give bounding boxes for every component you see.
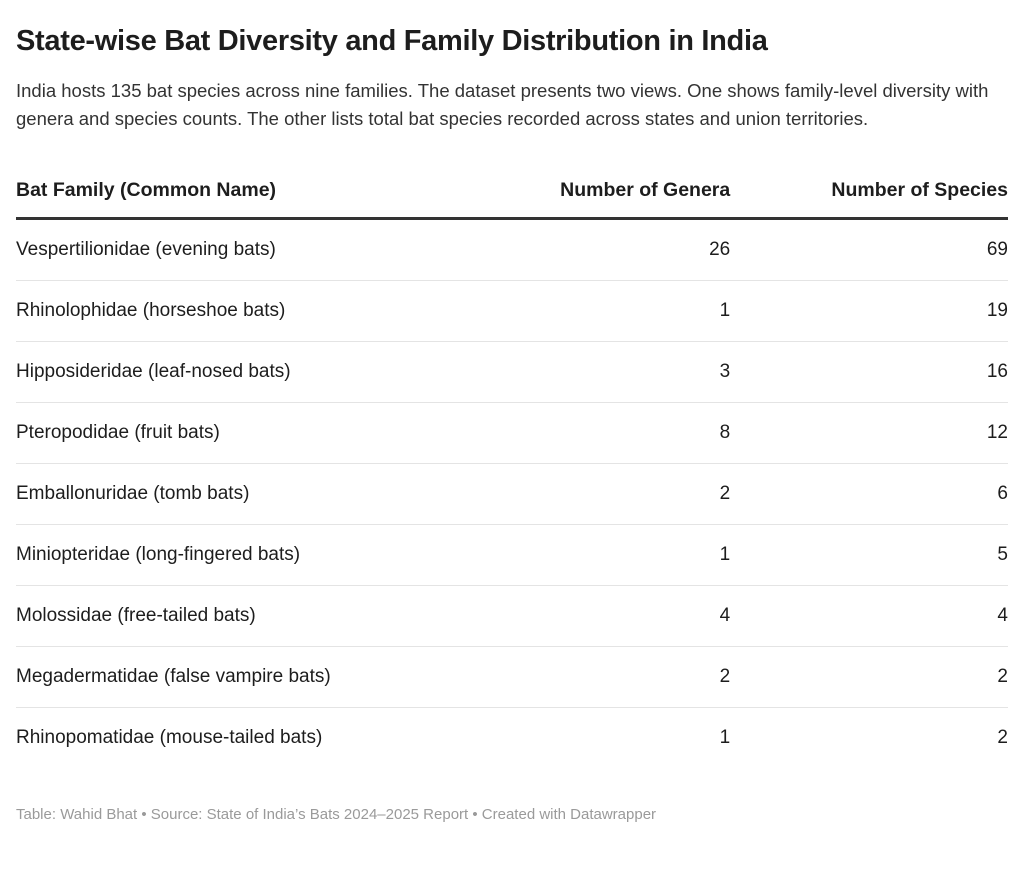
description: India hosts 135 bat species across nine … <box>16 80 989 129</box>
column-header-species: Number of Species <box>730 169 1008 220</box>
table-row: Pteropodidae (fruit bats) 8 12 <box>16 402 1008 464</box>
cell-species: 19 <box>730 280 1008 342</box>
cell-family: Pteropodidae (fruit bats) <box>16 402 512 464</box>
cell-species: 69 <box>986 239 1008 260</box>
table-row: Vespertilionidae (evening bats) 26 69 <box>16 219 1008 281</box>
cell-family: Miniopteridae (long-fingered bats) <box>16 524 512 586</box>
cell-species: 12 <box>730 402 1008 464</box>
column-header-family: Bat Family (Common Name) <box>16 169 512 220</box>
table-header: Bat Family (Common Name) Number of Gener… <box>16 169 1008 220</box>
cell-genera: 2 <box>512 646 731 708</box>
cell-genera: 8 <box>512 402 731 464</box>
cell-family: Emballonuridae (tomb bats) <box>16 463 512 525</box>
table-header-row: Bat Family (Common Name) Number of Gener… <box>16 169 1008 220</box>
cell-species: 16 <box>730 341 1008 403</box>
table-row: Hipposideridae (leaf-nosed bats) 3 16 <box>16 341 1008 403</box>
cell-family: Molossidae (free-tailed bats) <box>16 585 512 647</box>
cell-species: 6 <box>730 463 1008 525</box>
column-header-genera: Number of Genera <box>512 169 731 220</box>
table-row: Megadermatidae (false vampire bats) 2 2 <box>16 646 1008 708</box>
table-body: Vespertilionidae (evening bats) 26 69 Rh… <box>16 219 1008 768</box>
cell-species: 2 <box>730 707 1008 768</box>
table-row: Emballonuridae (tomb bats) 2 6 <box>16 463 1008 525</box>
cell-genera: 26 <box>709 239 731 260</box>
table-row: Rhinopomatidae (mouse-tailed bats) 1 2 <box>16 707 1008 768</box>
cell-species: 5 <box>730 524 1008 586</box>
cell-family: Megadermatidae (false vampire bats) <box>16 646 512 708</box>
table-row: Molossidae (free-tailed bats) 4 4 <box>16 585 1008 647</box>
attribution-footer: Table: Wahid Bhat • Source: State of Ind… <box>16 806 657 823</box>
table-row: Miniopteridae (long-fingered bats) 1 5 <box>16 524 1008 586</box>
cell-family: Vespertilionidae (evening bats) <box>16 239 276 260</box>
cell-genera: 4 <box>512 585 731 647</box>
cell-genera: 2 <box>512 463 731 525</box>
cell-family: Rhinopomatidae (mouse-tailed bats) <box>16 707 512 768</box>
cell-family: Hipposideridae (leaf-nosed bats) <box>16 341 512 403</box>
cell-genera: 3 <box>512 341 731 403</box>
cell-family: Rhinolophidae (horseshoe bats) <box>16 280 512 342</box>
cell-species: 2 <box>730 646 1008 708</box>
table-row: Rhinolophidae (horseshoe bats) 1 19 <box>16 280 1008 342</box>
page-title: State-wise Bat Diversity and Family Dist… <box>16 25 768 57</box>
bat-family-table: Bat Family (Common Name) Number of Gener… <box>16 169 1008 768</box>
cell-genera: 1 <box>512 707 731 768</box>
cell-genera: 1 <box>512 524 731 586</box>
cell-genera: 1 <box>512 280 731 342</box>
cell-species: 4 <box>730 585 1008 647</box>
